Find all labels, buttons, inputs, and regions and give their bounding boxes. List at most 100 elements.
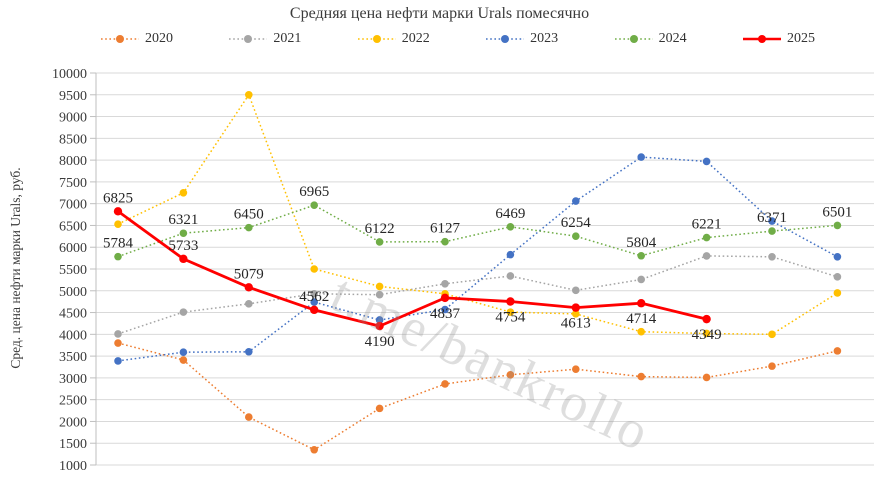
series-2020-point xyxy=(310,445,319,454)
data-label: 4190 xyxy=(365,334,395,350)
y-axis-tick-label: 8500 xyxy=(59,132,87,147)
y-axis-tick-label: 3500 xyxy=(59,350,87,365)
series-2023-point xyxy=(114,357,122,365)
series-2020-point xyxy=(572,365,580,373)
data-label: 5733 xyxy=(168,238,198,254)
y-axis-tick-label: 1500 xyxy=(59,437,87,452)
series-2024-point xyxy=(375,238,384,246)
series-2025-point xyxy=(310,305,319,315)
series-2021-point xyxy=(310,290,319,298)
series-2021-line xyxy=(117,255,838,335)
series-2025-point xyxy=(440,293,450,303)
data-label: 4613 xyxy=(561,316,591,332)
series-2020-point xyxy=(637,372,645,381)
legend-label: 2024 xyxy=(658,31,687,46)
data-label: 4837 xyxy=(430,306,461,322)
legend-marker-2022 xyxy=(357,35,396,43)
series-2021-point xyxy=(375,290,384,299)
series-2024-point xyxy=(245,223,253,232)
legend-sample-dot xyxy=(244,35,253,43)
series-2024-point xyxy=(637,251,645,260)
series-2023-point xyxy=(179,348,188,356)
series-2025-point xyxy=(179,254,188,264)
data-label: 5784 xyxy=(103,236,134,252)
y-axis-tick-label: 4500 xyxy=(59,307,87,322)
data-label: 4754 xyxy=(495,309,526,325)
y-axis-tick-label: 2500 xyxy=(59,394,87,409)
series-2021-point xyxy=(179,308,188,316)
y-axis-tick-label: 9500 xyxy=(59,89,87,104)
legend-sample-dot xyxy=(757,35,766,43)
series-2024-point xyxy=(572,232,580,240)
series-2025-point xyxy=(244,283,253,292)
series-2024-point xyxy=(506,222,515,231)
legend-item-2020: 2020 xyxy=(100,31,173,47)
series-2020-point xyxy=(441,380,449,388)
series-2023-point xyxy=(375,316,384,324)
data-label: 6127 xyxy=(430,221,461,237)
y-axis-tick-label: 1000 xyxy=(59,459,87,474)
series-2020-point xyxy=(245,413,253,421)
series-2025-point xyxy=(702,314,711,324)
series-2023-point xyxy=(833,253,842,261)
series-2021-point xyxy=(702,252,711,260)
series-2021-point xyxy=(572,286,580,295)
data-label: 4349 xyxy=(692,327,722,343)
series-2020-point xyxy=(768,362,776,370)
y-axis-tick-label: 4000 xyxy=(59,328,87,343)
legend-marker-2020 xyxy=(101,35,139,43)
series-2024-point xyxy=(310,201,319,209)
series-2025-point xyxy=(113,207,123,216)
series-2022-point xyxy=(833,289,842,297)
series-2022-point xyxy=(245,90,253,99)
series-2020-point xyxy=(375,404,384,413)
chart-title: Средняя цена нефти марки Urals помесячно xyxy=(289,5,590,22)
legend-label: 2020 xyxy=(145,31,173,46)
data-label: 4562 xyxy=(299,289,329,305)
y-axis-tick-label: 2000 xyxy=(59,415,87,430)
series-2022-point xyxy=(179,188,188,197)
data-label: 6450 xyxy=(234,207,264,223)
data-label: 5804 xyxy=(626,235,657,251)
series-2024-line xyxy=(117,204,838,258)
series-2020-line xyxy=(117,342,838,451)
data-label: 6371 xyxy=(757,210,787,226)
series-2025-line xyxy=(117,210,707,328)
legend-label: 2021 xyxy=(273,31,302,46)
series-2023-point xyxy=(506,250,515,259)
legend-item-2022: 2022 xyxy=(357,31,430,47)
series-2021-point xyxy=(441,280,449,288)
series-2020-point xyxy=(833,347,842,355)
series-2025-point xyxy=(506,297,515,306)
y-axis-tick-label: 5000 xyxy=(59,285,87,300)
data-label: 6221 xyxy=(692,217,722,233)
series-2024-point xyxy=(768,227,776,235)
data-label: 6825 xyxy=(103,190,133,206)
series-2024-point xyxy=(179,229,188,238)
series-2023-point xyxy=(572,197,580,205)
legend-sample-dot xyxy=(629,35,638,43)
data-label: 5079 xyxy=(234,266,264,282)
y-axis-tick-label: 8000 xyxy=(59,154,87,169)
y-axis-tick-label: 5500 xyxy=(59,263,87,278)
series-2021-point xyxy=(506,272,515,280)
series-2025-point xyxy=(637,299,646,308)
series-2022-point xyxy=(114,220,122,228)
series-2023-point xyxy=(245,347,253,356)
series-2024-point xyxy=(441,237,449,246)
series-2022-point xyxy=(572,310,580,318)
y-axis-tick-label: 6500 xyxy=(59,219,87,234)
series-2021-point xyxy=(637,275,645,284)
series-2023-line xyxy=(117,156,838,362)
series-2022-point xyxy=(637,327,645,336)
series-2021-point xyxy=(833,273,842,281)
series-2020-point xyxy=(114,339,122,347)
legend-marker-2025 xyxy=(742,35,781,43)
legend-sample-dot xyxy=(116,35,124,43)
series-2021-point xyxy=(768,253,776,261)
legend: 2020 2021 2022 2023 2024 2025 xyxy=(100,31,815,47)
data-label: 4714 xyxy=(626,311,657,327)
series-2023-point xyxy=(702,157,711,166)
data-label: 6965 xyxy=(299,184,329,200)
